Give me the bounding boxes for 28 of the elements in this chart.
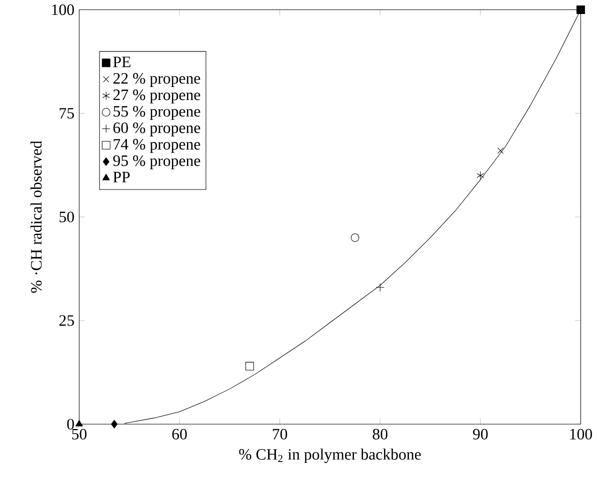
x-tick-label: 50	[72, 429, 87, 440]
x-tick-label: 100	[570, 429, 592, 440]
point	[497, 148, 504, 154]
point	[76, 420, 83, 427]
point	[350, 234, 360, 242]
x-axis-title: % CH$_{2}$ in polymer backbone	[239, 448, 421, 464]
y-axis-title: % ·CH radical observed	[30, 141, 42, 293]
legend-label: PP	[113, 172, 130, 182]
legend-label: 74 % propene	[114, 139, 200, 154]
y-tick-label: 75	[60, 108, 74, 119]
legend-label: PE	[113, 56, 130, 68]
legend-label: 60 % propene	[113, 122, 200, 137]
y-tick-label: 0	[67, 419, 74, 430]
legend-label: 55 % propene	[114, 106, 200, 120]
legend-label: 95 % propene	[113, 156, 200, 170]
point	[576, 6, 585, 14]
y-tick-label: 50	[60, 212, 74, 223]
legend-label: 22 % propene	[113, 73, 200, 88]
legend-label: 27 % propene	[113, 90, 200, 104]
x-tick-label: 80	[372, 429, 388, 440]
point	[476, 172, 484, 180]
point	[245, 362, 254, 371]
y-tick-label: 100	[52, 4, 74, 16]
x-tick-label: 90	[473, 429, 488, 440]
x-tick-label: 70	[272, 429, 288, 440]
y-tick-label: 25	[59, 315, 74, 326]
x-tick-label: 60	[172, 429, 187, 440]
point	[111, 420, 118, 429]
